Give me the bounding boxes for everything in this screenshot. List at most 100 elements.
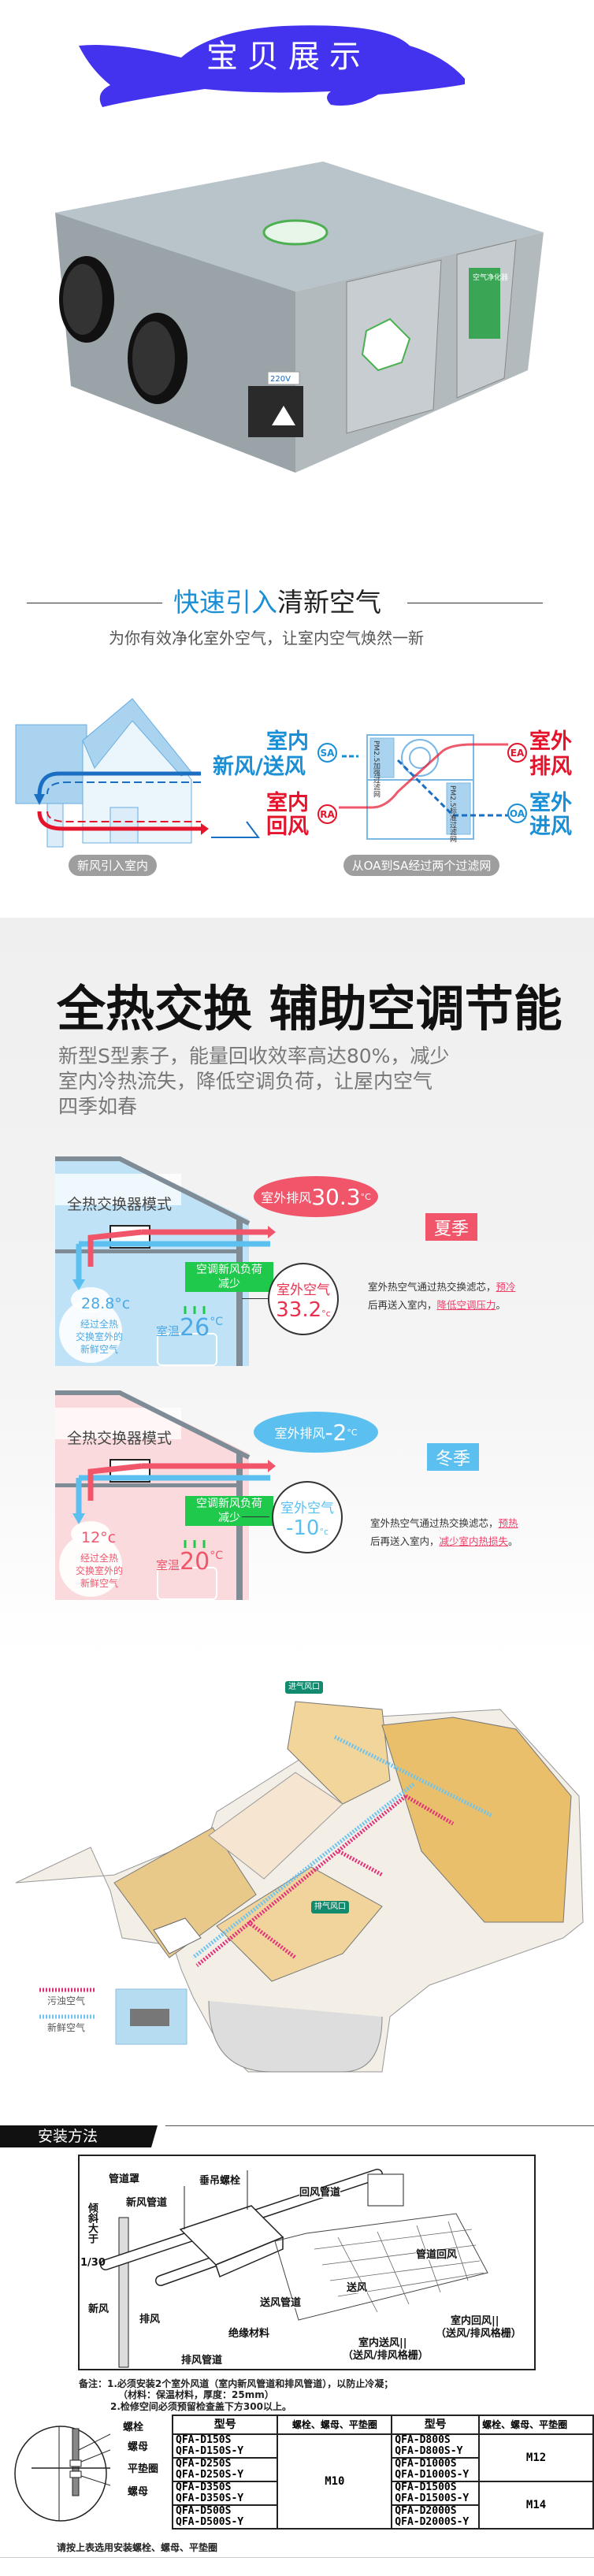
season-desc: 室外热空气通过热交换滤芯，预热 后再送入室内，减少室内热损失。 — [370, 1517, 518, 1547]
supply-temp: 12°c — [81, 1529, 117, 1546]
install-label-exhaust: 排风 — [139, 2314, 161, 2325]
body-line: 新型S型素子，能量回收效率高达80%，减少 — [58, 1045, 450, 1067]
table-header: 型号 — [171, 2415, 279, 2435]
supply-temp: 28.8°c — [81, 1295, 131, 1312]
svg-text:空气净化器: 空气净化器 — [473, 273, 508, 282]
legend-fresh-air: 新鲜空气 — [47, 2022, 86, 2033]
nut-label: 螺母 — [128, 2441, 149, 2453]
oa-label-top: 室外 — [529, 791, 572, 815]
bolt-detail-diagram — [14, 2426, 110, 2522]
install-label-supply-duct: 送风管道 — [260, 2297, 302, 2309]
model-cell: QFA-D250S QFA-D250S-Y — [171, 2457, 279, 2482]
hrv-unit — [153, 1917, 202, 1954]
banner-title: 宝贝展示 — [206, 39, 370, 75]
install-label-insulation: 绝缘材料 — [228, 2328, 270, 2340]
ea-label-bottom: 排风 — [529, 755, 572, 779]
install-label-fresh-duct: 新风管道 — [126, 2197, 168, 2209]
electrical-box — [248, 386, 303, 437]
model-cell: QFA-D150S QFA-D150S-Y — [171, 2433, 279, 2459]
size-cell: M10 — [277, 2433, 393, 2530]
filter-strong-label: PM2.5加强过滤网 — [372, 741, 380, 798]
install-note: 备注：1.必须安装2个室外风道（室内新风管道和排风管道），以防止冷凝； — [79, 2378, 394, 2389]
body-line: 四季如春 — [58, 1095, 138, 1118]
table-row: QFA-D250S QFA-D250S-Y QFA-D1000S QFA-D1000S… — [171, 2457, 593, 2482]
slope-label: 倾斜大于 — [86, 2203, 98, 2244]
install-label-duct-return: 管道回风 — [416, 2249, 458, 2261]
table-header: 型号 — [391, 2415, 481, 2435]
ra-label-top: 室内 — [266, 791, 309, 815]
model-cell: QFA-D500S QFA-D500S-Y — [171, 2504, 279, 2530]
washer-label: 平垫圈 — [128, 2463, 159, 2475]
model-cell: QFA-D2000S QFA-D2000S-Y — [391, 2504, 481, 2530]
mode-label: 全热交换器模式 — [67, 1430, 173, 1447]
install-note: （材料：保温材料，厚度：25mm） — [118, 2389, 274, 2400]
exhaust-bubble: 室外排风 -2 °C — [254, 1412, 378, 1453]
unit-diagram — [339, 734, 508, 840]
sa-label-bottom: 新风/送风 — [213, 755, 306, 779]
install-label-grille2: （送风/排风格栅） — [343, 2350, 429, 2362]
exhaust-vent-label: 排气风口 — [311, 1901, 349, 1913]
svg-text:220V: 220V — [270, 375, 291, 384]
install-header-bar — [0, 2125, 158, 2147]
bolt-label: 螺栓 — [123, 2422, 144, 2433]
caption-right: 从OA到SA经过两个过滤网 — [343, 855, 499, 876]
house-diagram — [15, 698, 209, 848]
body-line: 室内冷热流失，降低空调负荷，让屋内空气 — [58, 1070, 433, 1093]
install-note: 2.检修空间必须预留检查盖下方300以上。 — [110, 2401, 291, 2412]
panel-sticker — [469, 268, 500, 339]
season-desc: 室外热空气通过热交换滤芯，预冷 后再送入室内，降低空调压力。 — [368, 1281, 516, 1311]
install-label-indoor-supply: 室内送风|| — [358, 2337, 407, 2349]
nut-label: 螺母 — [128, 2486, 149, 2498]
caption-left: 新风引入室内 — [69, 855, 157, 876]
table-row: QFA-D150S QFA-D150S-Y M10 QFA-D800S QFA-D800… — [171, 2433, 594, 2530]
install-footnote: 请按上表选用安装螺栓、螺母、平垫圈 — [57, 2542, 218, 2553]
ea-label-top: 室外 — [529, 729, 572, 754]
bolt-spec-table: 型号 螺栓、螺母、平垫圈 型号 螺栓、螺母、平垫圈 QFA-D150S QFA-D… — [171, 2415, 594, 2530]
model-cell: QFA-D1000S QFA-D1000S-Y — [391, 2457, 481, 2482]
ea-badge: EA — [507, 743, 527, 763]
install-title: 安装方法 — [38, 2128, 98, 2145]
season-badge: 冬季 — [427, 1443, 479, 1471]
table-header: 螺栓、螺母、平垫圈 — [478, 2415, 594, 2435]
section-title: 快速引入清新空气 — [173, 589, 381, 615]
size-cell: M12 — [478, 2433, 594, 2482]
filter-standard-label: PM2.5标准过滤网 — [448, 785, 456, 843]
summer-house — [55, 1156, 276, 1366]
fish-banner — [79, 25, 465, 107]
slope-value: 1/30 — [80, 2257, 106, 2269]
model-cell: QFA-D1500S QFA-D1500S-Y — [391, 2481, 481, 2506]
outdoor-air-circle: 室外空气 -10°c — [272, 1481, 343, 1553]
install-label-supply: 送风 — [347, 2282, 368, 2294]
exhaust-bubble: 室外排风 30.3 °C — [254, 1176, 378, 1217]
sa-badge: SA — [317, 743, 337, 763]
season-badge: 夏季 — [425, 1213, 477, 1241]
supply-desc: 经过全热 交换室外的 新鲜空气 — [75, 1319, 123, 1355]
title-dark: 清新空气 — [277, 587, 381, 618]
sa-label-top: 室内 — [266, 729, 309, 754]
install-label-duct-cover: 管道罩 — [109, 2173, 140, 2185]
room-temp: 室温26°C — [156, 1314, 223, 1342]
table-header: 螺栓、螺母、平垫圈 — [277, 2415, 393, 2435]
section-subtitle: 为你有效净化室外空气，让室内空气焕然一新 — [109, 629, 424, 648]
ra-label-bottom: 回风 — [266, 815, 309, 839]
room-temp: 室温20°C — [156, 1548, 223, 1576]
install-label-grille1: （送风/排风格栅） — [436, 2328, 522, 2340]
table-row: QFA-D500S QFA-D500S-Y QFA-D2000S QFA-D2000S… — [171, 2504, 593, 2530]
heat-exchange-title: 全热交换 辅助空调节能 — [57, 980, 562, 1037]
size-cell: M14 — [478, 2481, 594, 2530]
model-cell: QFA-D350S QFA-D350S-Y — [171, 2481, 279, 2506]
legend-dirty-air: 污浊空气 — [47, 1995, 86, 2006]
install-label-hanging-bolt: 垂吊螺栓 — [199, 2175, 241, 2187]
install-label-exhaust-duct: 排风管道 — [181, 2355, 223, 2366]
supply-desc: 经过全热 交换室外的 新鲜空气 — [75, 1553, 123, 1589]
arrow-connector — [211, 821, 260, 838]
supply-vent-label: 进气风口 — [285, 1681, 323, 1694]
install-label-return-duct: 回风管道 — [299, 2187, 341, 2199]
title-blue: 快速引入 — [173, 587, 277, 618]
winter-house — [55, 1390, 276, 1600]
ac-load-box: 空调新风负荷 减少 — [185, 1262, 273, 1292]
install-label-fresh: 新风 — [88, 2303, 110, 2315]
oa-label-bottom: 进风 — [529, 815, 572, 839]
oa-badge: OA — [507, 804, 527, 823]
